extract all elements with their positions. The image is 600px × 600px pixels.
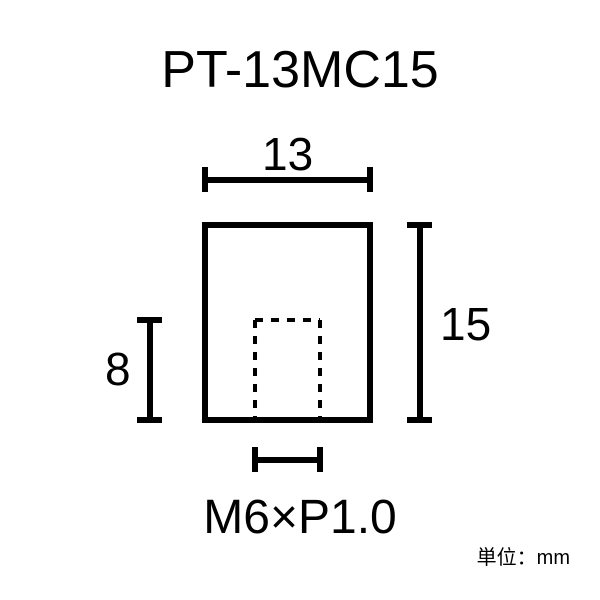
dim-width-label: 13 — [262, 128, 313, 180]
dim-depth-label: 8 — [105, 343, 131, 395]
diagram-container: PT-13MC15 13 15 8 M6×P1.0 単位：mm — [0, 0, 600, 600]
dim-height-label: 15 — [440, 298, 491, 350]
thread-spec-label: M6×P1.0 — [203, 490, 396, 545]
unit-label: 単位：mm — [477, 541, 570, 570]
main-box — [205, 225, 370, 420]
